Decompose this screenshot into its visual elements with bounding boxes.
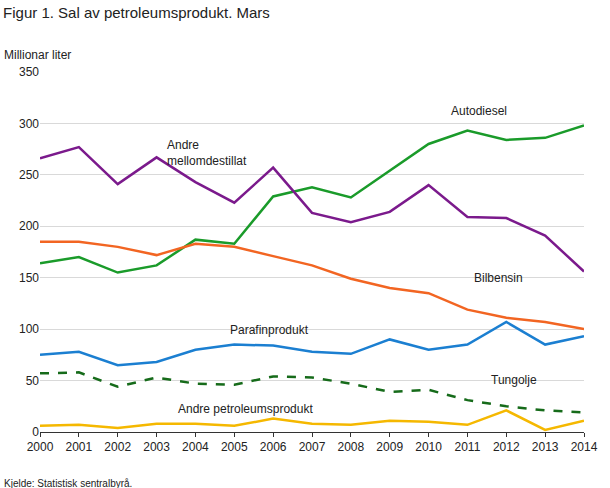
svg-text:2005: 2005 <box>221 440 248 454</box>
svg-text:2001: 2001 <box>66 440 93 454</box>
svg-text:2003: 2003 <box>143 440 170 454</box>
svg-text:Parafinprodukt: Parafinprodukt <box>230 323 309 337</box>
svg-text:Kjelde: Statistisk sentralbyrå: Kjelde: Statistisk sentralbyrå. <box>4 478 132 488</box>
svg-text:2011: 2011 <box>455 440 481 454</box>
svg-text:0: 0 <box>32 425 39 439</box>
svg-text:150: 150 <box>19 271 39 285</box>
svg-text:50: 50 <box>26 374 40 388</box>
svg-text:2010: 2010 <box>415 440 442 454</box>
svg-text:300: 300 <box>19 117 39 131</box>
svg-text:250: 250 <box>19 168 39 182</box>
svg-text:Millionar liter: Millionar liter <box>4 48 71 62</box>
svg-text:Bilbensin: Bilbensin <box>474 271 523 285</box>
svg-text:2012: 2012 <box>493 440 520 454</box>
svg-text:100: 100 <box>19 322 39 336</box>
svg-text:Andremellomdestillat: Andremellomdestillat <box>167 138 247 168</box>
svg-text:200: 200 <box>19 219 39 233</box>
svg-text:Tungolje: Tungolje <box>491 373 537 387</box>
svg-text:2004: 2004 <box>182 440 209 454</box>
svg-text:2009: 2009 <box>376 440 403 454</box>
svg-text:2008: 2008 <box>338 440 365 454</box>
svg-text:Figur 1. Sal av petroleumsprod: Figur 1. Sal av petroleumsprodukt. Mars <box>3 4 270 21</box>
svg-text:2006: 2006 <box>260 440 287 454</box>
svg-text:2013: 2013 <box>532 440 559 454</box>
svg-text:2014: 2014 <box>571 440 598 454</box>
svg-text:Autodiesel: Autodiesel <box>451 104 507 118</box>
svg-text:2000: 2000 <box>27 440 54 454</box>
svg-text:350: 350 <box>19 65 39 79</box>
svg-text:2002: 2002 <box>104 440 131 454</box>
svg-text:2007: 2007 <box>299 440 326 454</box>
svg-text:Andre petroleumsprodukt: Andre petroleumsprodukt <box>178 402 313 416</box>
